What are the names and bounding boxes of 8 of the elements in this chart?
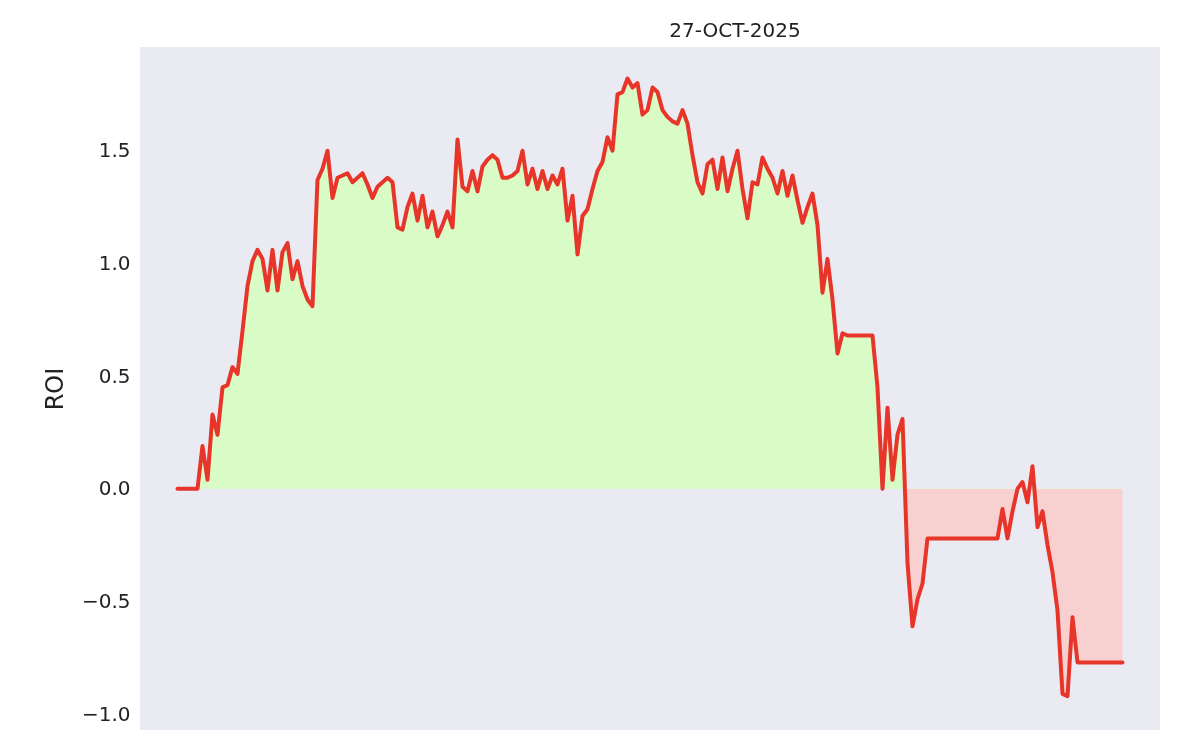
y-tick-label: 1.5: [98, 138, 131, 163]
y-axis-title: ROI: [40, 367, 69, 411]
y-tick-label: 0.0: [98, 476, 131, 501]
y-tick-label: −0.5: [81, 589, 131, 614]
chart-title: 27-OCT-2025: [669, 18, 801, 42]
y-tick-label: −1.0: [81, 701, 131, 726]
y-tick-label: 1.0: [98, 250, 131, 275]
y-tick-label: 0.5: [98, 363, 131, 388]
